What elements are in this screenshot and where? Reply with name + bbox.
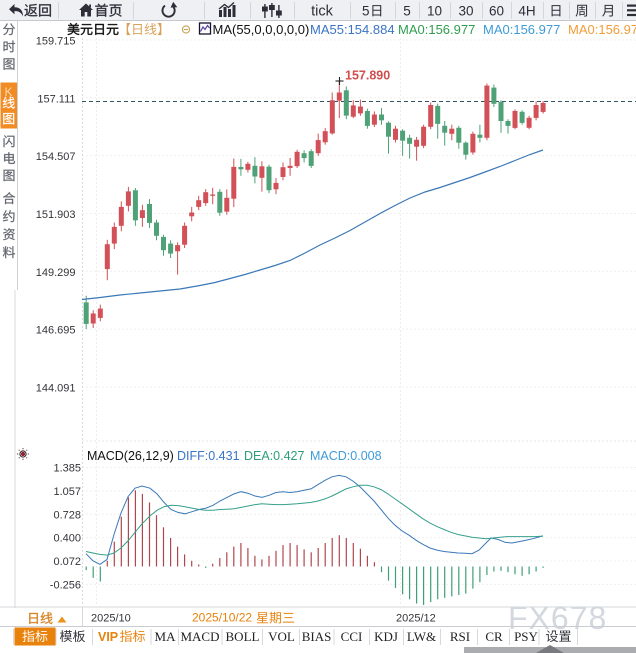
svg-text:146.695: 146.695 xyxy=(36,325,76,337)
svg-text:144.091: 144.091 xyxy=(36,383,76,395)
svg-text:K: K xyxy=(4,85,12,99)
svg-text:tick: tick xyxy=(311,4,334,20)
svg-text:4H: 4H xyxy=(518,4,535,19)
svg-text:5: 5 xyxy=(403,4,411,19)
svg-text:MA: MA xyxy=(155,629,177,644)
svg-text:2025/12: 2025/12 xyxy=(396,613,436,625)
svg-text:154.507: 154.507 xyxy=(36,151,76,163)
svg-text:-0.256: -0.256 xyxy=(50,579,81,591)
svg-text:VOL: VOL xyxy=(268,629,295,644)
svg-text:2025/10/22: 2025/10/22 xyxy=(192,611,252,625)
svg-text:CCI: CCI xyxy=(341,629,363,644)
svg-text:MA0:156.977: MA0:156.977 xyxy=(483,22,560,37)
svg-text:BIAS: BIAS xyxy=(302,629,332,644)
svg-text:RSI: RSI xyxy=(450,629,470,644)
svg-text:MA(55,0,0,0,0,0): MA(55,0,0,0,0,0) xyxy=(213,22,310,37)
svg-text:LW&: LW& xyxy=(407,629,436,644)
svg-text:5: 5 xyxy=(362,4,370,19)
svg-text:CR: CR xyxy=(485,629,503,644)
svg-text:MACD:0.008: MACD:0.008 xyxy=(310,449,382,463)
svg-text:149.299: 149.299 xyxy=(36,267,76,279)
svg-text:MA0:156.977: MA0:156.977 xyxy=(568,22,636,37)
svg-text:1.385: 1.385 xyxy=(53,463,81,475)
svg-text:FX678: FX678 xyxy=(508,600,607,636)
svg-text:151.903: 151.903 xyxy=(36,209,76,221)
svg-text:0.400: 0.400 xyxy=(53,533,81,545)
svg-text:1.057: 1.057 xyxy=(53,486,81,498)
svg-text:MA0:156.977: MA0:156.977 xyxy=(398,22,475,37)
svg-text:159.715: 159.715 xyxy=(36,36,76,48)
svg-text:MACD: MACD xyxy=(180,629,219,644)
svg-text:PSY: PSY xyxy=(514,629,538,644)
svg-text:KDJ: KDJ xyxy=(374,629,398,644)
svg-text:60: 60 xyxy=(489,4,504,19)
svg-text:MA55:154.884: MA55:154.884 xyxy=(310,22,395,37)
svg-text:VIP: VIP xyxy=(98,630,118,644)
svg-text:30: 30 xyxy=(458,4,473,19)
svg-text:DIFF:0.431: DIFF:0.431 xyxy=(177,449,240,463)
svg-text:DEA:0.427: DEA:0.427 xyxy=(244,449,305,463)
svg-text:157.111: 157.111 xyxy=(37,93,75,105)
svg-text:BOLL: BOLL xyxy=(226,629,260,644)
svg-text:157.890: 157.890 xyxy=(345,69,390,83)
svg-text:2025/10: 2025/10 xyxy=(91,613,131,625)
svg-text:10: 10 xyxy=(427,4,442,19)
svg-text:MACD(26,12,9): MACD(26,12,9) xyxy=(87,449,174,463)
svg-text:0.728: 0.728 xyxy=(53,509,81,521)
svg-text:0.072: 0.072 xyxy=(53,556,81,568)
